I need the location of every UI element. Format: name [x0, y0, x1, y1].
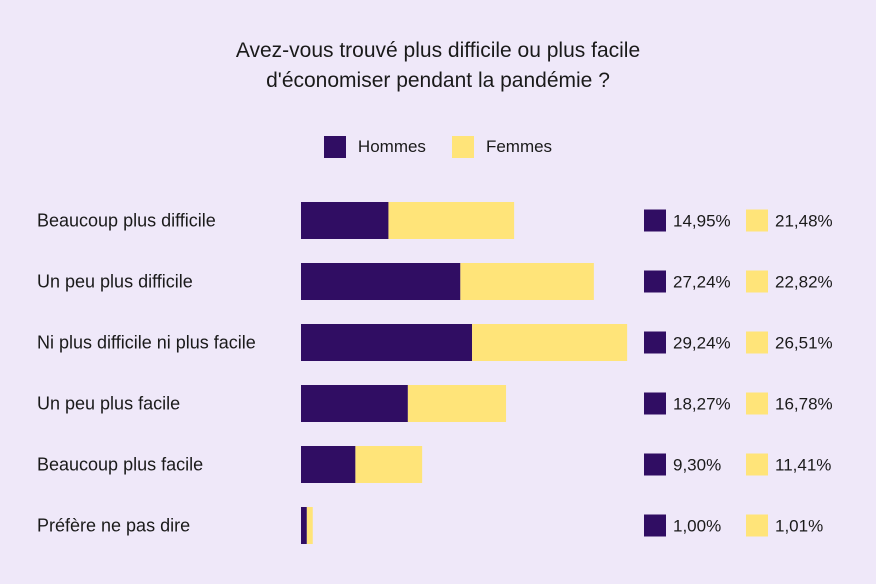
- bar-segment-hommes: [301, 324, 473, 361]
- chart-title-line-2: d'économiser pendant la pandémie ?: [266, 69, 610, 92]
- value-label-hommes: 27,24%: [673, 273, 731, 292]
- value-label-femmes: 1,01%: [775, 517, 823, 536]
- legend-label-femmes: Femmes: [485, 137, 553, 156]
- bar-segment-femmes: [388, 202, 515, 239]
- value-swatch-hommes: [644, 514, 666, 537]
- value-swatch-hommes: [644, 331, 666, 354]
- category-label: Beaucoup plus difficile: [37, 211, 216, 231]
- bar-segment-femmes: [407, 385, 507, 422]
- chart-title: Avez-vous trouvé plus difficile ou plus …: [0, 36, 876, 96]
- legend-item-hommes: Hommes: [323, 136, 426, 158]
- category-label: Un peu plus difficile: [37, 272, 193, 292]
- value-label-hommes: 1,00%: [673, 517, 721, 536]
- category-label: Beaucoup plus facile: [37, 455, 203, 475]
- value-swatch-femmes: [746, 514, 768, 537]
- category-label: Ni plus difficile ni plus facile: [37, 333, 256, 353]
- value-label-femmes: 16,78%: [775, 395, 833, 414]
- value-label-femmes: 26,51%: [775, 334, 833, 353]
- bar-segment-hommes: [301, 385, 408, 422]
- value-swatch-femmes: [746, 392, 768, 415]
- bar-segment-femmes: [460, 263, 594, 300]
- value-swatch-hommes: [644, 270, 666, 293]
- chart-legend: Hommes Femmes: [0, 136, 876, 158]
- legend-swatch-femmes: [451, 136, 474, 158]
- value-swatch-femmes: [746, 209, 768, 232]
- category-label: Préfère ne pas dire: [37, 516, 190, 536]
- value-label-hommes: 29,24%: [673, 334, 731, 353]
- bar-segment-femmes: [472, 324, 628, 361]
- value-label-hommes: 9,30%: [673, 456, 721, 475]
- value-swatch-femmes: [746, 270, 768, 293]
- legend-label-hommes: Hommes: [357, 137, 426, 156]
- value-label-hommes: 18,27%: [673, 395, 731, 414]
- category-label: Un peu plus facile: [37, 394, 180, 414]
- bar-segment-femmes: [306, 507, 313, 544]
- value-swatch-hommes: [644, 209, 666, 232]
- value-label-hommes: 14,95%: [673, 212, 731, 231]
- value-swatch-femmes: [746, 453, 768, 476]
- chart-title-line-1: Avez-vous trouvé plus difficile ou plus …: [235, 39, 641, 62]
- bar-segment-hommes: [301, 263, 461, 300]
- bar-segment-femmes: [355, 446, 423, 483]
- legend-swatch-hommes: [323, 136, 346, 158]
- value-swatch-femmes: [746, 331, 768, 354]
- legend-item-femmes: Femmes: [451, 136, 553, 158]
- value-swatch-hommes: [644, 392, 666, 415]
- bar-segment-hommes: [301, 446, 356, 483]
- value-swatch-hommes: [644, 453, 666, 476]
- value-label-femmes: 22,82%: [775, 273, 833, 292]
- value-label-femmes: 21,48%: [775, 212, 833, 231]
- bar-segment-hommes: [301, 507, 307, 544]
- bar-segment-hommes: [301, 202, 389, 239]
- value-label-femmes: 11,41%: [775, 456, 831, 475]
